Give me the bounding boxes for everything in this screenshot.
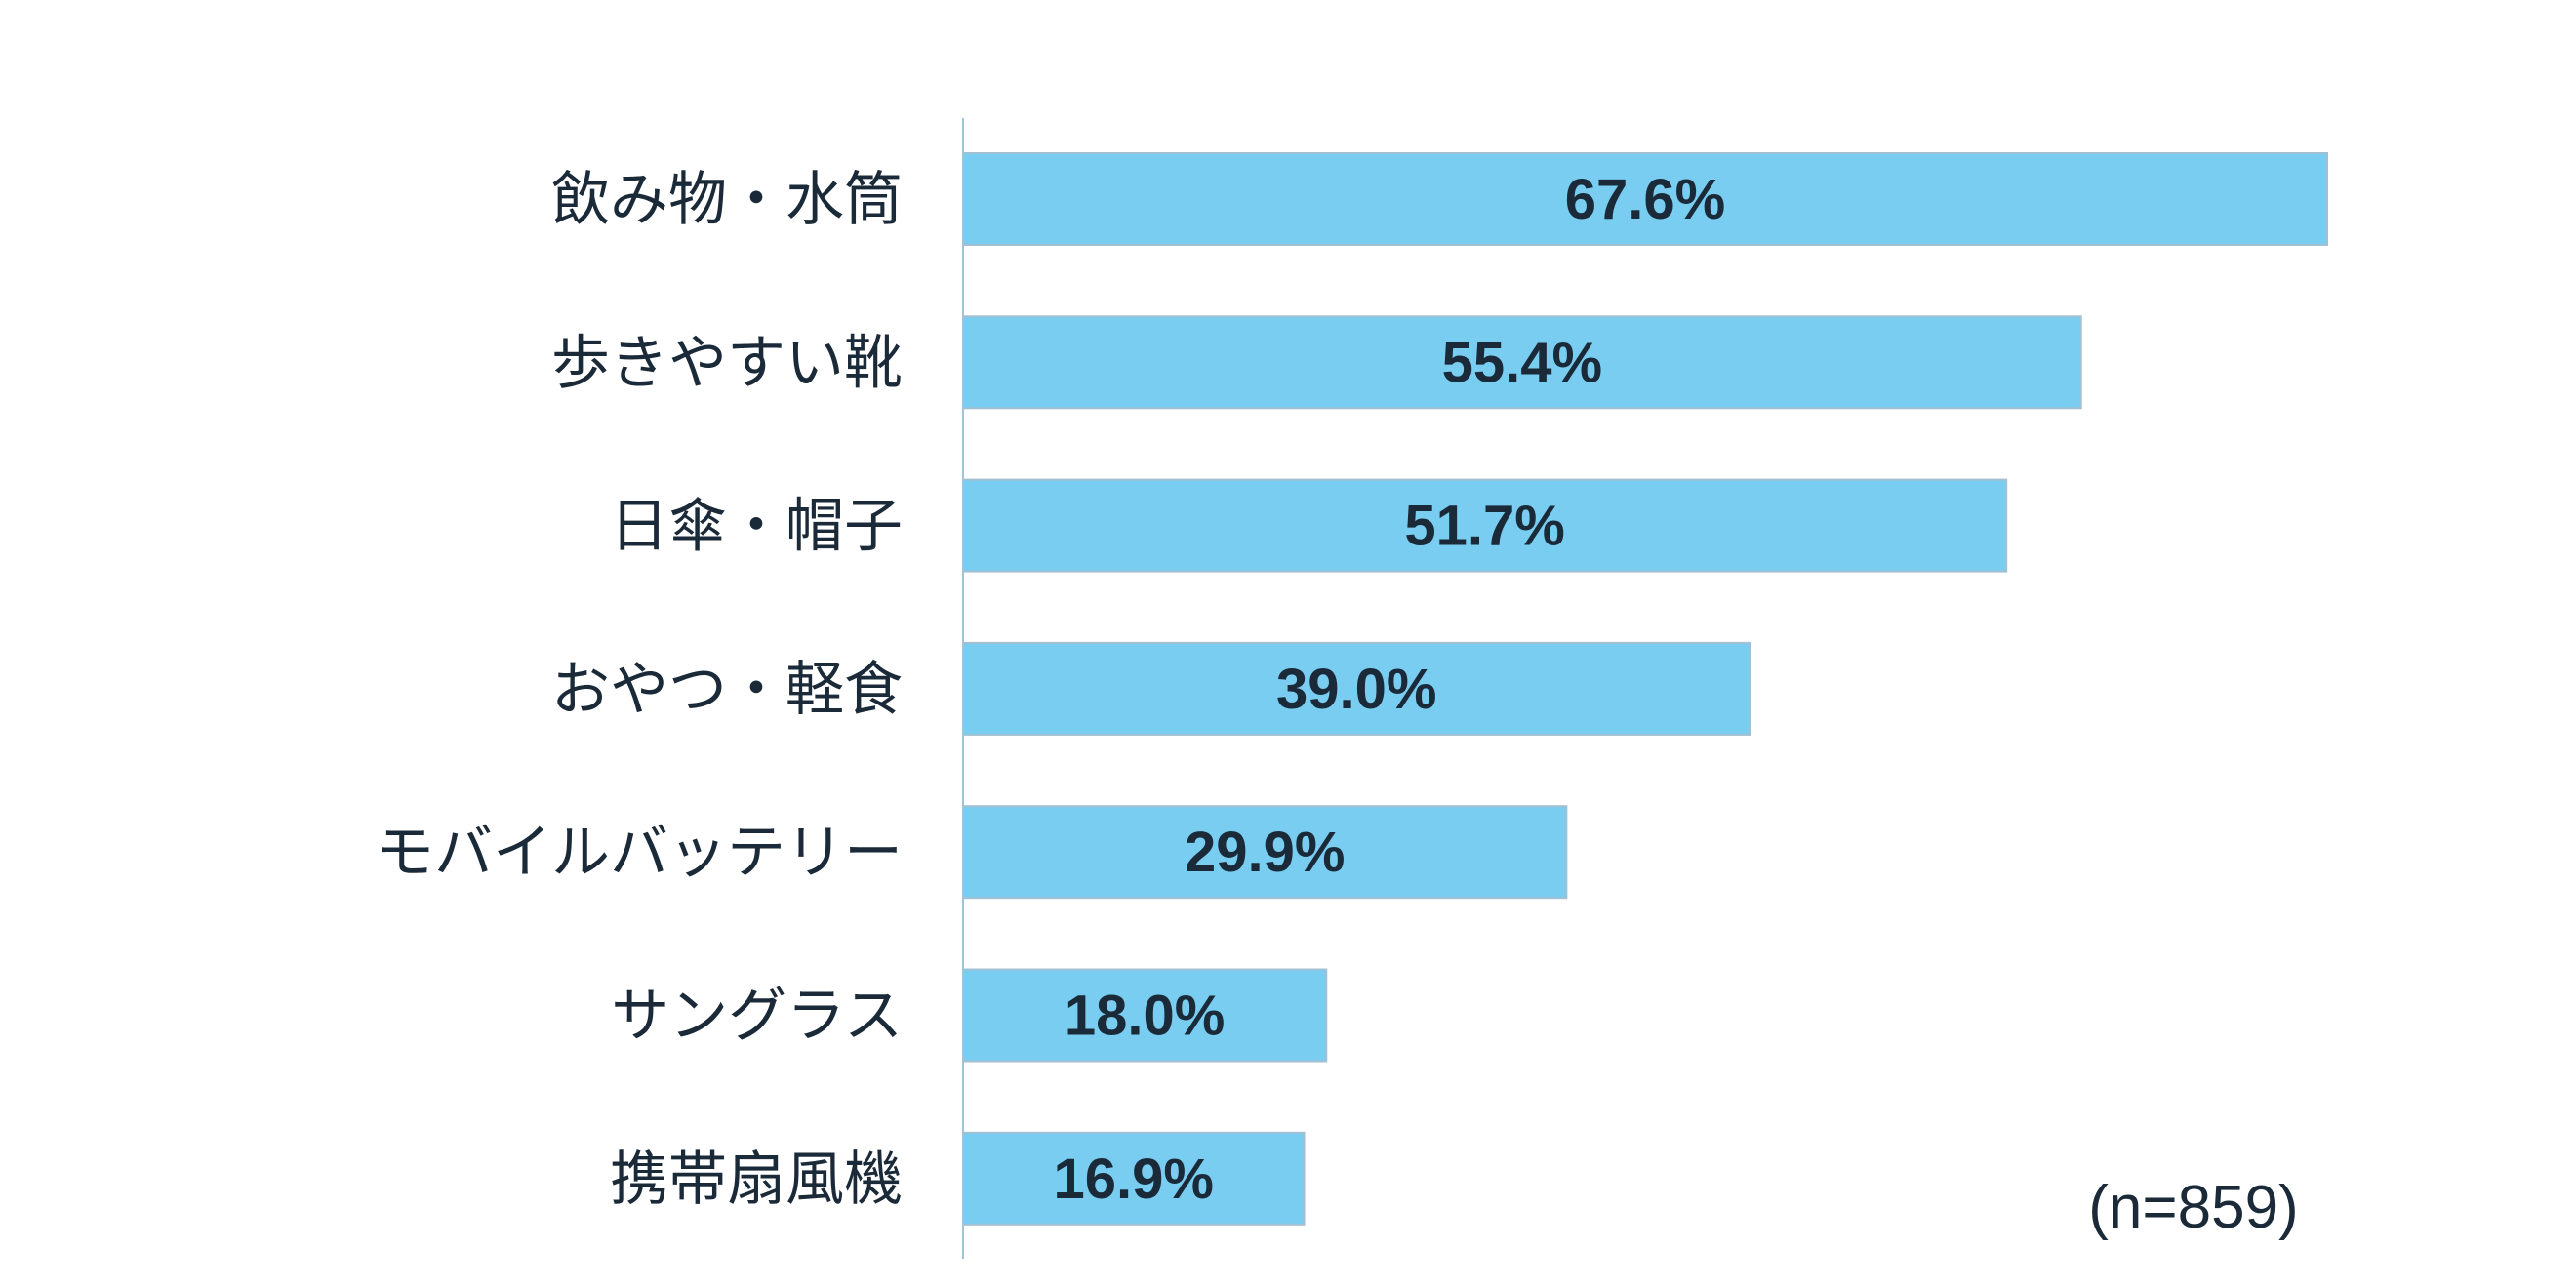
data-label: 29.9% <box>1185 821 1345 884</box>
data-label: 18.0% <box>1065 985 1225 1048</box>
bar <box>962 1131 1306 1226</box>
bar <box>962 641 1751 736</box>
sample-size-note: (n=859) <box>2088 1174 2298 1241</box>
category-label: 歩きやすい靴 <box>551 329 903 397</box>
data-label: 51.7% <box>1404 495 1564 558</box>
category-label: 携帯扇風機 <box>610 1146 903 1214</box>
data-label: 16.9% <box>1054 1147 1214 1211</box>
category-label: 飲み物・水筒 <box>551 166 903 234</box>
bar <box>962 152 2328 246</box>
bar <box>962 968 1328 1063</box>
category-label: モバイルバッテリー <box>376 819 903 887</box>
bar <box>962 478 2008 573</box>
data-label: 55.4% <box>1442 331 1602 394</box>
category-label: おやつ・軽食 <box>551 656 903 724</box>
data-label: 39.0% <box>1276 658 1436 721</box>
category-label: サングラス <box>611 983 903 1051</box>
data-label: 67.6% <box>1565 168 1725 231</box>
bar <box>962 805 1568 900</box>
bar <box>962 315 2082 410</box>
category-label: 日傘・帽子 <box>610 493 903 561</box>
